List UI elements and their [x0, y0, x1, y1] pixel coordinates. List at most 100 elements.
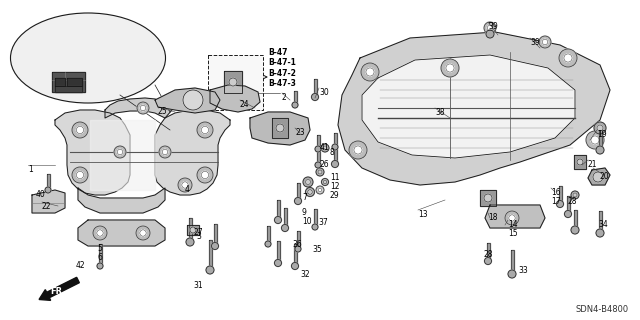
Circle shape	[312, 224, 318, 230]
Polygon shape	[52, 72, 85, 92]
Polygon shape	[276, 241, 280, 263]
Circle shape	[229, 78, 237, 86]
Text: 2: 2	[282, 93, 287, 102]
Text: 28: 28	[567, 197, 577, 206]
Text: 41: 41	[320, 143, 330, 152]
Polygon shape	[338, 32, 610, 185]
Text: 8: 8	[330, 148, 335, 157]
Polygon shape	[566, 196, 570, 214]
Text: 18: 18	[488, 213, 497, 222]
Ellipse shape	[10, 13, 166, 103]
Polygon shape	[362, 55, 575, 158]
Polygon shape	[296, 183, 300, 201]
Text: 39: 39	[488, 22, 498, 31]
Polygon shape	[294, 244, 296, 266]
Circle shape	[186, 238, 194, 246]
Polygon shape	[488, 22, 492, 34]
Text: SDN4-B4800: SDN4-B4800	[575, 305, 628, 314]
Text: 4: 4	[185, 185, 190, 194]
Text: 32: 32	[300, 270, 310, 279]
Circle shape	[202, 126, 209, 134]
Circle shape	[316, 186, 324, 194]
Circle shape	[505, 211, 519, 225]
Circle shape	[361, 63, 379, 81]
Text: 36: 36	[292, 240, 301, 249]
Text: FR.: FR.	[51, 287, 66, 297]
Circle shape	[93, 226, 107, 240]
Polygon shape	[32, 190, 65, 213]
Polygon shape	[55, 78, 65, 86]
Circle shape	[594, 122, 606, 134]
Text: 35: 35	[312, 245, 322, 254]
Text: 1: 1	[28, 165, 33, 174]
Circle shape	[294, 197, 301, 204]
Circle shape	[206, 266, 214, 274]
Circle shape	[318, 188, 322, 192]
Circle shape	[349, 141, 367, 159]
Circle shape	[486, 30, 494, 38]
Text: 15: 15	[508, 229, 518, 238]
Text: 42: 42	[76, 261, 86, 270]
Circle shape	[542, 39, 548, 45]
Circle shape	[305, 188, 314, 196]
Circle shape	[117, 149, 123, 155]
Circle shape	[282, 225, 289, 231]
Circle shape	[315, 146, 321, 152]
Text: 21: 21	[588, 160, 598, 169]
Polygon shape	[90, 120, 155, 190]
Text: 17: 17	[551, 197, 561, 206]
Polygon shape	[189, 218, 191, 242]
Text: 39: 39	[530, 38, 540, 47]
Circle shape	[484, 22, 496, 34]
Circle shape	[303, 177, 313, 187]
Circle shape	[211, 243, 218, 250]
Circle shape	[509, 215, 515, 221]
Polygon shape	[511, 250, 513, 274]
Circle shape	[76, 172, 84, 179]
Polygon shape	[78, 188, 165, 213]
Circle shape	[202, 172, 209, 179]
Polygon shape	[598, 211, 602, 233]
Polygon shape	[47, 174, 49, 190]
Text: 12: 12	[330, 182, 339, 191]
Circle shape	[484, 258, 492, 265]
Circle shape	[316, 168, 324, 176]
Circle shape	[597, 125, 603, 131]
Text: 19: 19	[597, 130, 607, 139]
Circle shape	[305, 180, 310, 185]
Text: 40: 40	[36, 190, 45, 199]
Circle shape	[323, 180, 327, 184]
Circle shape	[275, 260, 282, 267]
Text: 7: 7	[302, 193, 307, 202]
Text: 25: 25	[158, 107, 168, 116]
Text: 9: 9	[302, 208, 307, 217]
Polygon shape	[209, 240, 211, 270]
Circle shape	[484, 194, 492, 202]
Circle shape	[332, 144, 338, 150]
Circle shape	[332, 161, 339, 167]
Polygon shape	[317, 151, 319, 165]
Circle shape	[140, 105, 146, 111]
Polygon shape	[294, 91, 296, 105]
Polygon shape	[272, 118, 288, 138]
Text: 28: 28	[483, 250, 493, 259]
Polygon shape	[486, 243, 490, 261]
Circle shape	[197, 122, 213, 138]
Polygon shape	[266, 226, 269, 244]
Polygon shape	[485, 205, 545, 228]
Circle shape	[318, 170, 322, 174]
Circle shape	[321, 179, 328, 186]
Circle shape	[76, 126, 84, 134]
Circle shape	[571, 226, 579, 234]
Polygon shape	[250, 112, 310, 145]
Text: 6: 6	[97, 253, 102, 262]
Circle shape	[182, 182, 188, 188]
Circle shape	[321, 144, 329, 152]
Polygon shape	[480, 190, 496, 206]
Circle shape	[163, 149, 168, 155]
Text: 34: 34	[598, 220, 608, 229]
Polygon shape	[187, 225, 199, 235]
Circle shape	[366, 68, 374, 76]
Polygon shape	[224, 71, 242, 93]
Polygon shape	[276, 200, 280, 220]
